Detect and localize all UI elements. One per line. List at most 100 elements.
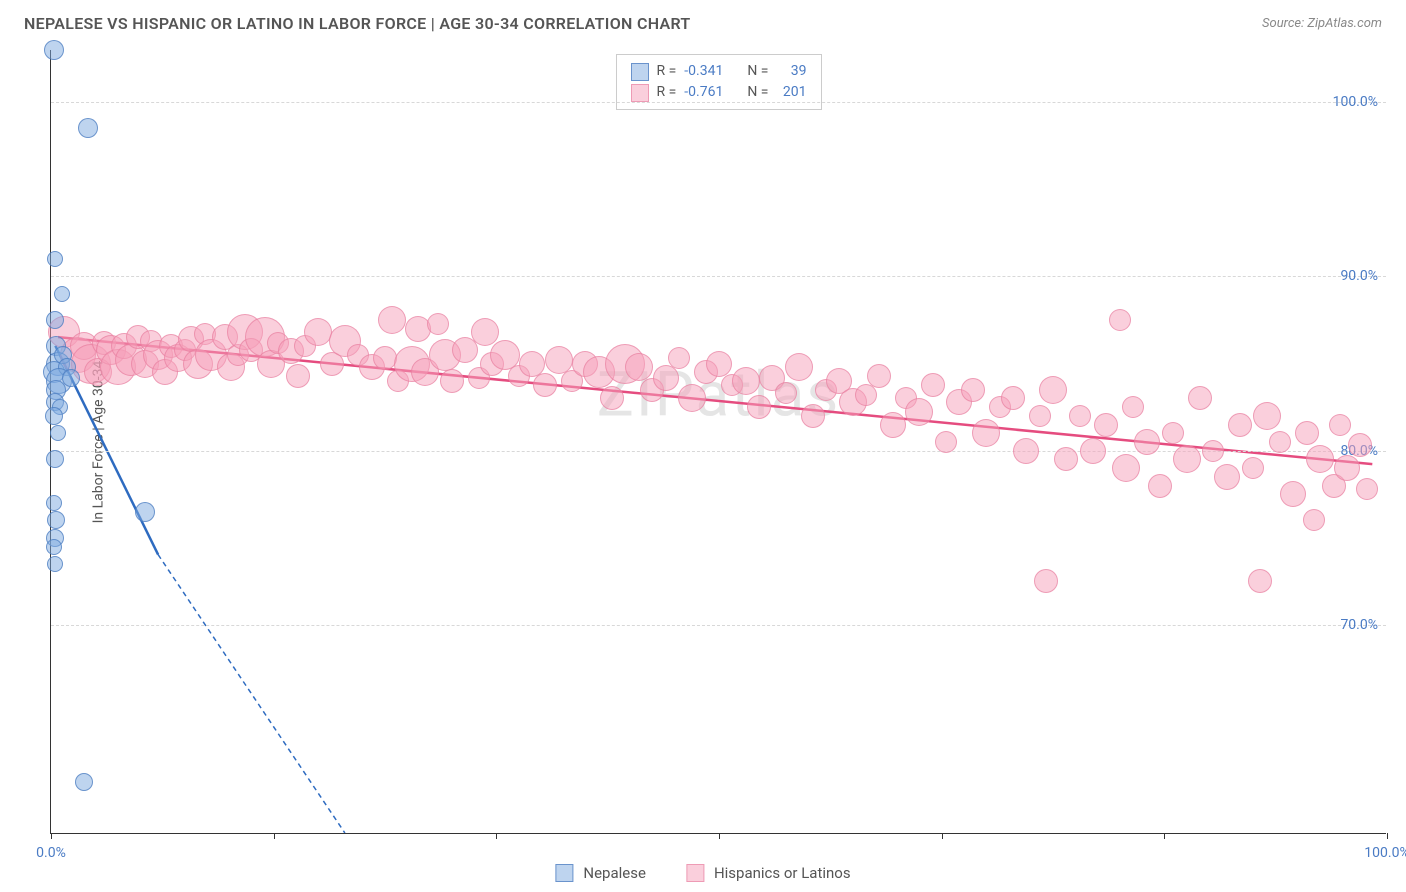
scatter-point [880, 412, 906, 438]
scatter-point [46, 539, 62, 555]
scatter-point [1242, 457, 1264, 479]
scatter-point [50, 425, 66, 441]
scatter-point [625, 353, 653, 381]
scatter-point [706, 351, 732, 377]
scatter-point [46, 450, 64, 468]
scatter-point [1356, 478, 1378, 500]
x-tick [942, 833, 943, 839]
hispanic-n-value: 201 [777, 82, 807, 103]
chart-title: NEPALESE VS HISPANIC OR LATINO IN LABOR … [24, 14, 691, 33]
scatter-point [47, 556, 63, 572]
scatter-point [1080, 438, 1106, 464]
trend-lines-layer [51, 50, 1386, 833]
r-label: R = [657, 61, 677, 82]
source-attribution: Source: ZipAtlas.com [1262, 16, 1382, 31]
scatter-point [1306, 445, 1334, 473]
scatter-point [785, 353, 813, 381]
scatter-point [135, 502, 155, 522]
x-tick [51, 833, 52, 839]
x-tick-label: 100.0% [1364, 845, 1406, 861]
scatter-point [1029, 405, 1051, 427]
scatter-point [471, 318, 499, 346]
legend-row-nepalese: R = -0.341 N = 39 [631, 61, 807, 82]
legend-row-hispanic: R = -0.761 N = 201 [631, 82, 807, 103]
gridline [51, 102, 1386, 103]
scatter-point [1329, 414, 1351, 436]
scatter-point [668, 347, 690, 369]
scatter-point [1173, 445, 1201, 473]
scatter-point [1269, 431, 1291, 453]
scatter-point [1039, 376, 1067, 404]
scatter-point [54, 286, 70, 302]
scatter-point [1202, 440, 1224, 462]
y-tick-label: 70.0% [1340, 617, 1378, 633]
x-tick [496, 833, 497, 839]
scatter-point [855, 384, 877, 406]
scatter-point [1109, 309, 1131, 331]
y-tick-label: 90.0% [1340, 268, 1378, 284]
scatter-point [1228, 413, 1252, 437]
scatter-point [1134, 429, 1160, 455]
scatter-point [935, 431, 957, 453]
gridline [51, 276, 1386, 277]
hispanic-label: Hispanics or Latinos [714, 864, 851, 882]
scatter-point [1248, 569, 1272, 593]
scatter-point [440, 369, 464, 393]
scatter-point [1013, 438, 1039, 464]
x-tick [719, 833, 720, 839]
series-legend: Nepalese Hispanics or Latinos [555, 864, 850, 882]
x-tick-label: 0.0% [36, 845, 66, 861]
scatter-point [961, 378, 985, 402]
x-tick [1387, 833, 1388, 839]
scatter-point [44, 40, 64, 60]
scatter-point [1162, 422, 1184, 444]
scatter-point [1334, 455, 1360, 481]
scatter-point [747, 395, 771, 419]
scatter-point [1001, 386, 1025, 410]
scatter-point [1069, 405, 1091, 427]
scatter-point [678, 384, 706, 412]
legend-swatch-blue [631, 63, 649, 81]
n-label: N = [747, 61, 768, 82]
nepalese-label: Nepalese [583, 864, 646, 882]
scatter-point [45, 407, 63, 425]
scatter-point [75, 773, 93, 791]
scatter-point [1148, 474, 1172, 498]
scatter-point [78, 118, 98, 138]
scatter-point [1253, 402, 1281, 430]
scatter-point [600, 386, 624, 410]
scatter-point [46, 495, 62, 511]
scatter-point [378, 306, 406, 334]
scatter-point [1054, 447, 1078, 471]
nepalese-n-value: 39 [777, 61, 807, 82]
scatter-point [47, 251, 63, 267]
x-tick [274, 833, 275, 839]
scatter-point [1094, 413, 1118, 437]
scatter-point [286, 364, 310, 388]
scatter-point [1348, 433, 1372, 457]
scatter-point [1280, 481, 1306, 507]
scatter-point [1112, 454, 1140, 482]
scatter-point [921, 373, 945, 397]
scatter-point [46, 311, 64, 329]
scatter-point [801, 404, 825, 428]
legend-item-hispanic: Hispanics or Latinos [686, 864, 851, 882]
scatter-point [775, 382, 797, 404]
scatter-point [427, 313, 449, 335]
nepalese-r-value: -0.341 [684, 61, 723, 82]
scatter-point [1122, 396, 1144, 418]
legend-swatch-pink [686, 864, 704, 882]
scatter-point [533, 373, 557, 397]
scatter-point [732, 367, 760, 395]
hispanic-r-value: -0.761 [684, 82, 723, 103]
scatter-point [905, 398, 933, 426]
chart-plot-area: In Labor Force | Age 30-34 ZIPatlas R = … [50, 50, 1386, 834]
scatter-point [1214, 464, 1240, 490]
scatter-point [972, 419, 1000, 447]
x-tick [1164, 833, 1165, 839]
scatter-point [867, 364, 891, 388]
scatter-point [1188, 386, 1212, 410]
legend-swatch-pink [631, 84, 649, 102]
y-tick-label: 100.0% [1333, 94, 1378, 110]
scatter-point [47, 511, 65, 529]
